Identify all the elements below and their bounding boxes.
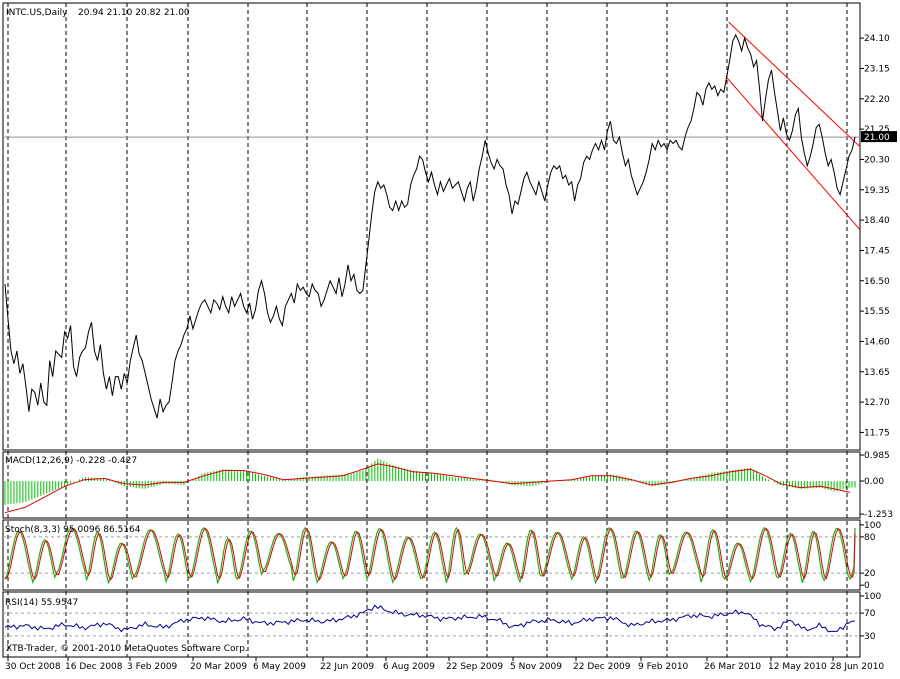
stoch-ytick-label: 0	[864, 581, 870, 591]
stoch-ytick-label: 20	[864, 569, 876, 579]
stoch-panel-frame	[2, 519, 861, 591]
price-ytick-label: 18.40	[864, 216, 890, 226]
stoch-ytick-label: 80	[864, 533, 876, 543]
macd-panel[interactable]	[4, 458, 856, 514]
stoch-signal-line	[4, 528, 856, 581]
macd-panel-frame	[2, 451, 861, 519]
stoch-ytick-label: 100	[864, 521, 881, 531]
price-panel[interactable]	[3, 21, 861, 419]
x-tick-label: 3 Feb 2009	[127, 662, 178, 672]
x-tick-label: 16 Dec 2008	[65, 662, 123, 672]
rsi-line	[4, 604, 855, 633]
price-ohlc-readout: 20.94 21.10 20.82 21.00	[78, 8, 190, 18]
x-tick-label: 22 Jun 2009	[320, 662, 374, 672]
price-ytick-label: 15.55	[864, 307, 890, 317]
price-ytick-label: 20.30	[864, 155, 890, 165]
x-tick-label: 5 Nov 2009	[510, 662, 562, 672]
macd-ytick-label: 0.985	[864, 451, 890, 461]
current-price-badge	[861, 131, 897, 143]
price-panel-title: INTC.US,Daily	[6, 8, 68, 18]
x-tick-label: 26 Mar 2010	[704, 662, 761, 672]
price-ytick-label: 16.50	[864, 277, 890, 287]
price-ytick-label: 13.65	[864, 368, 890, 378]
rsi-panel-title: RSI(14) 55.9547	[5, 598, 78, 608]
x-tick-label: 22 Dec 2009	[573, 662, 631, 672]
price-ytick-label: 22.20	[864, 95, 890, 105]
price-ytick-label: 12.70	[864, 398, 890, 408]
x-tick-label: 9 Feb 2010	[638, 662, 689, 672]
rsi-ytick-label: 30	[864, 632, 876, 642]
stochastic-panel-title: Stoch(8,3,3) 95.0096 86.5164	[5, 525, 141, 535]
price-ytick-label: 14.60	[864, 337, 890, 347]
price-ytick-label: 17.45	[864, 246, 890, 256]
copyright-text: XTB-Trader, © 2001-2010 MetaQuotes Softw…	[6, 644, 248, 654]
rsi-panel[interactable]	[3, 604, 860, 637]
rsi-ytick-label: 100	[864, 592, 881, 602]
rsi-ytick-label: 70	[864, 609, 876, 619]
price-line	[4, 33, 856, 419]
macd-panel-title: MACD(12,26,9) -0.228 -0.427	[5, 456, 137, 466]
price-ytick-label: 21.25	[864, 125, 890, 135]
price-ytick-label: 11.75	[864, 428, 890, 438]
x-tick-label: 20 Mar 2009	[190, 662, 247, 672]
x-tick-label: 12 May 2010	[768, 662, 827, 672]
price-ytick-label: 23.15	[864, 64, 890, 74]
macd-ytick-label: -1.253	[864, 510, 893, 520]
x-tick-label: 6 Aug 2009	[383, 662, 435, 672]
rsi-panel-frame	[2, 591, 861, 658]
x-tick-label: 30 Oct 2008	[5, 662, 61, 672]
macd-signal-line	[4, 463, 851, 514]
price-ytick-label: 19.35	[864, 186, 890, 196]
price-ytick-label: 24.10	[864, 34, 890, 44]
x-tick-label: 28 Jun 2010	[830, 662, 884, 672]
channel-line-1	[728, 21, 861, 148]
stochastic-panel[interactable]	[3, 526, 860, 585]
x-tick-label: 22 Sep 2009	[446, 662, 503, 672]
current-price-label: 21.00	[864, 133, 890, 143]
macd-ytick-label: 0.00	[864, 477, 884, 487]
price-panel-frame	[2, 2, 861, 451]
channel-line-2	[725, 76, 861, 231]
x-tick-label: 6 May 2009	[253, 662, 306, 672]
